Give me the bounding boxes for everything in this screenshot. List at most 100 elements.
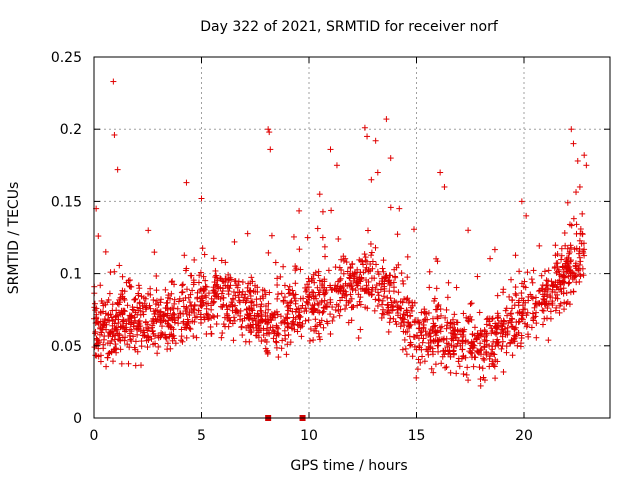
data-point bbox=[541, 296, 548, 303]
data-point bbox=[528, 324, 535, 331]
data-point bbox=[451, 321, 458, 328]
data-point bbox=[220, 294, 227, 301]
data-point bbox=[500, 286, 507, 293]
data-point bbox=[512, 284, 519, 291]
data-point bbox=[489, 328, 496, 335]
data-point bbox=[305, 317, 312, 324]
data-point bbox=[119, 273, 126, 280]
data-point bbox=[116, 262, 123, 269]
data-point bbox=[227, 274, 234, 281]
data-point bbox=[177, 310, 184, 317]
data-point bbox=[319, 278, 326, 285]
data-point bbox=[515, 329, 522, 336]
data-point bbox=[407, 304, 414, 311]
data-point bbox=[140, 294, 147, 301]
data-point bbox=[262, 309, 269, 316]
data-point bbox=[449, 324, 456, 331]
data-point bbox=[462, 354, 469, 361]
data-point bbox=[271, 328, 278, 335]
data-point bbox=[175, 298, 182, 305]
data-point bbox=[328, 207, 335, 214]
data-point bbox=[260, 332, 267, 339]
data-point bbox=[220, 278, 227, 285]
data-point bbox=[148, 335, 155, 342]
data-point bbox=[257, 327, 264, 334]
data-point bbox=[335, 235, 342, 242]
data-point bbox=[340, 253, 347, 260]
data-point bbox=[580, 272, 587, 279]
data-point bbox=[145, 290, 152, 297]
data-point bbox=[576, 271, 583, 278]
data-point bbox=[554, 251, 561, 258]
data-point bbox=[387, 204, 394, 211]
data-point bbox=[409, 353, 416, 360]
data-point bbox=[264, 320, 271, 327]
data-point bbox=[174, 305, 181, 312]
data-point bbox=[151, 249, 158, 256]
data-point bbox=[425, 343, 432, 350]
data-point bbox=[349, 304, 356, 311]
data-point bbox=[483, 321, 490, 328]
data-point bbox=[554, 263, 561, 270]
data-point bbox=[296, 312, 303, 319]
data-point bbox=[555, 286, 562, 293]
data-point bbox=[558, 252, 565, 259]
data-point bbox=[103, 363, 110, 370]
data-point bbox=[579, 265, 586, 272]
data-point bbox=[530, 267, 537, 274]
data-point bbox=[109, 333, 116, 340]
data-point bbox=[132, 296, 139, 303]
data-point bbox=[181, 252, 188, 259]
data-point bbox=[380, 257, 387, 264]
data-point bbox=[512, 290, 519, 297]
data-point bbox=[290, 314, 297, 321]
data-point bbox=[481, 377, 488, 384]
data-point bbox=[315, 330, 322, 337]
data-point bbox=[402, 329, 409, 336]
data-point bbox=[155, 302, 162, 309]
data-point bbox=[264, 349, 271, 356]
data-point bbox=[263, 338, 270, 345]
data-point bbox=[191, 256, 198, 263]
data-point bbox=[512, 252, 519, 259]
data-point bbox=[113, 312, 120, 319]
data-point bbox=[476, 309, 483, 316]
data-point bbox=[371, 275, 378, 282]
data-point bbox=[401, 336, 408, 343]
data-point bbox=[258, 301, 265, 308]
data-point bbox=[153, 287, 160, 294]
data-point bbox=[518, 332, 525, 339]
data-point bbox=[222, 259, 229, 266]
data-point bbox=[384, 309, 391, 316]
data-point bbox=[259, 317, 266, 324]
data-point bbox=[287, 299, 294, 306]
data-point bbox=[500, 329, 507, 336]
data-point bbox=[279, 337, 286, 344]
data-point bbox=[570, 215, 577, 222]
data-point bbox=[162, 318, 169, 325]
data-point bbox=[544, 305, 551, 312]
data-point bbox=[542, 301, 549, 308]
data-point bbox=[487, 322, 494, 329]
data-point bbox=[330, 314, 337, 321]
data-point bbox=[380, 311, 387, 318]
data-point bbox=[493, 330, 500, 337]
data-point bbox=[212, 267, 219, 274]
data-point bbox=[393, 321, 400, 328]
data-point bbox=[336, 312, 343, 319]
data-point bbox=[91, 300, 98, 307]
data-point bbox=[168, 290, 175, 297]
data-point bbox=[360, 261, 367, 268]
data-point bbox=[110, 358, 117, 365]
data-point bbox=[504, 312, 511, 319]
data-point bbox=[495, 339, 502, 346]
data-point bbox=[547, 315, 554, 322]
data-point bbox=[318, 317, 325, 324]
data-point bbox=[104, 354, 111, 361]
data-point bbox=[401, 311, 408, 318]
data-point bbox=[556, 271, 563, 278]
data-point bbox=[144, 321, 151, 328]
data-point bbox=[124, 302, 131, 309]
data-point bbox=[210, 298, 217, 305]
data-point bbox=[378, 314, 385, 321]
